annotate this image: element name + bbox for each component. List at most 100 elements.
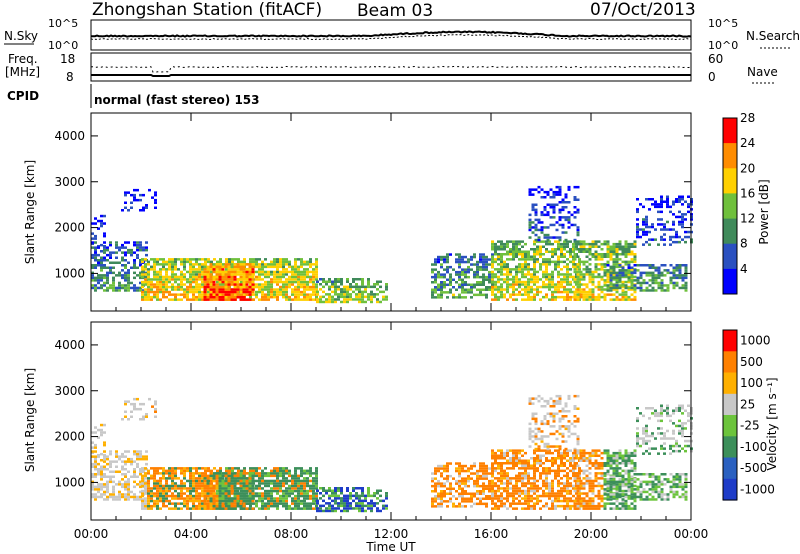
velocity-cell — [212, 502, 216, 505]
power-cell — [639, 228, 642, 231]
power-cell — [252, 260, 255, 264]
power-cell — [303, 278, 306, 281]
velocity-cell — [294, 482, 297, 485]
power-cell — [521, 258, 524, 261]
velocity-cell — [154, 407, 157, 411]
power-cell — [633, 260, 637, 264]
power-cell — [615, 258, 619, 261]
velocity-cell — [494, 492, 497, 495]
power-cell — [582, 295, 586, 299]
power-cell — [657, 210, 660, 214]
power-cell — [212, 288, 216, 291]
power-cell — [177, 283, 180, 286]
velocity-cell — [315, 492, 318, 495]
velocity-cell — [127, 418, 130, 421]
velocity-cell — [112, 493, 115, 496]
velocity-cell — [482, 482, 485, 485]
velocity-cell — [245, 472, 249, 475]
power-cell — [331, 285, 334, 289]
velocity-cell — [303, 502, 306, 505]
nsky-panel: N.Sky 10^5 10^0 10^5 10^0 N.Search — [4, 17, 800, 52]
power-cell — [530, 273, 533, 276]
power-cell — [346, 280, 349, 283]
power-cell — [531, 206, 535, 209]
velocity-cell — [136, 452, 139, 456]
velocity-cell — [103, 443, 106, 447]
velocity-cell — [156, 484, 159, 488]
power-cell — [162, 278, 165, 281]
power-cell — [521, 240, 524, 243]
power-cell — [618, 242, 622, 246]
power-cell — [328, 298, 331, 301]
power-cell — [585, 273, 589, 276]
power-cell — [127, 241, 130, 244]
velocity-cell — [434, 497, 437, 500]
power-cell — [145, 241, 148, 244]
power-cell — [527, 273, 530, 276]
velocity-cell — [109, 462, 112, 466]
power-cell — [464, 291, 467, 294]
power-cell — [234, 293, 237, 296]
velocity-cell — [261, 494, 264, 498]
power-cell — [115, 289, 118, 292]
power-cell — [165, 268, 168, 271]
power-cell — [612, 245, 616, 248]
power-cell — [560, 278, 563, 281]
velocity-cell — [440, 505, 443, 508]
velocity-cell — [312, 477, 315, 480]
power-cell — [609, 258, 613, 261]
power-cell — [221, 278, 225, 281]
power-cell — [582, 290, 586, 294]
velocity-cell — [201, 472, 204, 475]
power-cell — [567, 188, 571, 191]
power-cell — [500, 293, 503, 296]
velocity-cell — [536, 467, 539, 470]
velocity-cell — [225, 469, 228, 473]
power-cell — [564, 218, 568, 222]
power-cell — [675, 276, 679, 280]
power-cell — [603, 284, 607, 287]
power-cell — [294, 275, 297, 279]
velocity-cell — [249, 467, 252, 470]
velocity-cell — [150, 487, 153, 490]
velocity-cell — [282, 479, 285, 483]
velocity-cell — [291, 497, 294, 500]
velocity-cell — [303, 504, 306, 508]
power-cell — [473, 263, 476, 266]
power-cell — [291, 268, 294, 271]
power-cell — [373, 285, 376, 289]
power-cell — [233, 278, 237, 281]
power-cell — [512, 253, 515, 256]
power-cell — [537, 218, 541, 222]
power-cell — [600, 295, 604, 299]
velocity-cell — [100, 459, 103, 462]
power-cell — [233, 263, 237, 266]
power-cell — [209, 273, 213, 276]
power-cell — [207, 290, 210, 294]
power-cell — [572, 285, 575, 289]
power-cell — [527, 288, 530, 291]
power-cell — [306, 285, 309, 289]
velocity-cell — [306, 482, 309, 485]
power-cell — [245, 283, 249, 286]
power-cell — [569, 283, 572, 286]
power-cell — [554, 265, 557, 269]
power-cell — [569, 253, 572, 256]
power-cell — [479, 268, 482, 271]
velocity-cell — [521, 497, 524, 500]
power-cell — [303, 280, 306, 284]
power-cell — [267, 288, 270, 291]
velocity-cell — [503, 474, 506, 478]
power-cell — [133, 259, 136, 262]
power-cell — [127, 269, 130, 272]
power-cell — [479, 260, 482, 264]
power-cell — [221, 295, 225, 299]
power-cell — [136, 243, 139, 247]
power-cell — [609, 248, 613, 251]
power-cell — [127, 251, 130, 254]
power-cell — [551, 293, 554, 296]
power-cell — [212, 290, 216, 294]
velocity-cell — [282, 469, 285, 473]
power-cell — [174, 258, 177, 261]
power-cell — [654, 289, 658, 292]
